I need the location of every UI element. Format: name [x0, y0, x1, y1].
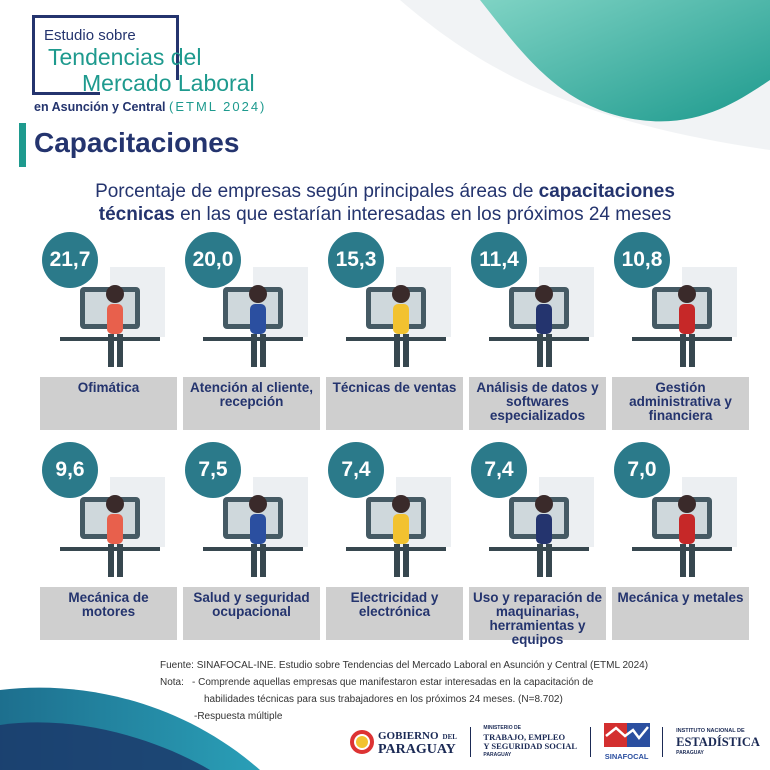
note-2: -Respuesta múltiple: [194, 711, 283, 722]
percentage-badge: 7,0: [614, 442, 670, 498]
percentage-badge: 10,8: [614, 232, 670, 288]
training-area-label: Ofimática: [40, 377, 177, 430]
header-code: (ETML 2024): [169, 99, 267, 114]
training-area-card: 21,7 Ofimática: [40, 232, 177, 430]
mtess-logo: MINISTERIO DE TRABAJO, EMPLEO Y SEGURIDA…: [483, 724, 577, 760]
section-accent-bar: [19, 123, 26, 167]
percentage-badge: 7,4: [328, 442, 384, 498]
robot-illustration: [346, 477, 451, 577]
sinafocal-text: SINAFOCAL: [604, 752, 649, 761]
metalwork-illustration: [632, 477, 737, 577]
header-line3: Mercado Laboral: [82, 70, 255, 96]
training-area-label: Uso y reparación de maquinarias, herrami…: [469, 587, 606, 647]
header-line4: en Asunción y Central (ETML 2024): [34, 99, 266, 114]
training-area-label: Mecánica y metales: [612, 587, 749, 640]
note-label: Nota:: [160, 677, 184, 688]
footnotes: Fuente: SINAFOCAL-INE. Estudio sobre Ten…: [160, 657, 760, 725]
training-area-card: 20,0 Atención al cliente, recepción: [183, 232, 320, 430]
finance-illustration: [632, 267, 737, 367]
subtitle-bold2: técnicas: [98, 204, 175, 225]
percentage-badge: 11,4: [471, 232, 527, 288]
training-area-card: 10,8 Gestión administrativa y financiera: [612, 232, 749, 430]
header-line1: Estudio sobre: [44, 27, 136, 44]
percentage-badge: 7,4: [471, 442, 527, 498]
training-area-label: Gestión administrativa y financiera: [612, 377, 749, 430]
percentage-badge: 7,5: [185, 442, 241, 498]
note-1-cont: habilidades técnicas para sus trabajador…: [204, 694, 563, 705]
logos-bar: GOBIERNO DEL PARAGUAY MINISTERIO DE TRABA…: [350, 722, 760, 762]
ine-top: INSTITUTO NACIONAL DE: [676, 727, 745, 734]
health-workers-illustration: [203, 477, 308, 577]
subtitle-part1: Porcentaje de empresas según principales…: [95, 181, 534, 202]
gob-line2: PARAGUAY: [378, 741, 456, 757]
header-line2: Tendencias del: [48, 44, 202, 70]
mtess-line1: TRABAJO, EMPLEO: [483, 732, 566, 742]
divider: [589, 727, 591, 757]
gob-line1: GOBIERNO: [378, 729, 439, 742]
percentage-badge: 21,7: [42, 232, 98, 288]
mtess-top: MINISTERIO DE: [483, 725, 521, 731]
training-area-label: Técnicas de ventas: [326, 377, 463, 430]
training-area-card: 7,4 Uso y reparación de maquinarias, her…: [469, 442, 606, 647]
header-location: en Asunción y Central: [34, 100, 166, 114]
car-mechanic-illustration: [60, 477, 165, 577]
data-analysis-illustration: [489, 267, 594, 367]
training-area-label: Atención al cliente, recepción: [183, 377, 320, 430]
sales-illustration: [346, 267, 451, 367]
training-area-label: Electricidad y electrónica: [326, 587, 463, 640]
ine-logo: INSTITUTO NACIONAL DE ESTADÍSTICA PARAGU…: [676, 726, 760, 759]
source-note: Fuente: SINAFOCAL-INE. Estudio sobre Ten…: [160, 660, 649, 671]
training-area-label: Mecánica de motores: [40, 587, 177, 640]
percentage-badge: 9,6: [42, 442, 98, 498]
frame-gap: [100, 80, 200, 100]
subtitle-bold1: capacitaciones: [538, 181, 675, 202]
training-area-card: 15,3 Técnicas de ventas: [326, 232, 463, 430]
sinafocal-emblem-icon: [603, 723, 650, 747]
training-area-card: 9,6 Mecánica de motores: [40, 442, 177, 640]
percentage-badge: 15,3: [328, 232, 384, 288]
percentage-badge: 20,0: [185, 232, 241, 288]
gobierno-logo: GOBIERNO DEL PARAGUAY: [350, 729, 457, 756]
training-area-card: 7,4 Electricidad y electrónica: [326, 442, 463, 640]
machinery-illustration: [489, 477, 594, 577]
training-area-label: Análisis de datos y softwares especializ…: [469, 377, 606, 430]
decorative-wave-top: [480, 0, 770, 122]
mtess-line2: Y SEGURIDAD SOCIAL: [483, 741, 578, 751]
paraguay-seal-icon: [350, 730, 374, 754]
section-title: Capacitaciones: [34, 127, 240, 158]
ine-name: ESTADÍSTICA: [676, 734, 760, 749]
training-area-label: Salud y seguridad ocupacional: [183, 587, 320, 640]
office-worker-illustration: [60, 267, 165, 367]
chart-subtitle: Porcentaje de empresas según principales…: [0, 180, 770, 226]
ine-bottom: PARAGUAY: [676, 749, 704, 756]
sinafocal-logo: SINAFOCAL: [603, 723, 650, 761]
divider: [662, 727, 664, 757]
note-1-text: - Comprende aquellas empresas que manife…: [192, 677, 594, 688]
gob-del: DEL: [442, 732, 457, 741]
subtitle-part2: en las que estarían interesadas en los p…: [180, 204, 672, 225]
training-area-card: 7,5 Salud y seguridad ocupacional: [183, 442, 320, 640]
divider: [469, 727, 471, 757]
training-area-card: 7,0 Mecánica y metales: [612, 442, 749, 640]
decorative-wave-bottom-dark: [0, 722, 210, 770]
customer-service-illustration: [203, 267, 308, 367]
training-area-card: 11,4 Análisis de datos y softwares espec…: [469, 232, 606, 430]
note-1: Nota: - Comprende aquellas empresas que m…: [160, 674, 760, 691]
mtess-bottom: PARAGUAY: [483, 752, 512, 758]
